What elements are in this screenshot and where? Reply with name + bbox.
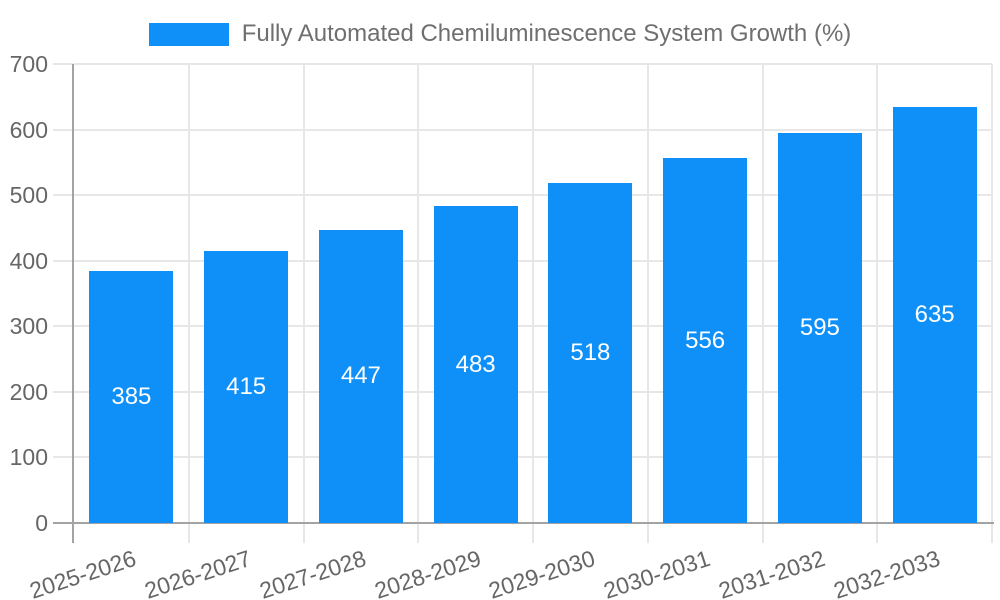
y-axis-tick-label: 200 (9, 378, 48, 405)
y-axis-tick (53, 456, 73, 459)
bar[interactable] (204, 250, 289, 523)
y-axis-tick-label: 700 (9, 51, 48, 77)
gridline-vertical (876, 64, 879, 543)
y-axis-tick (53, 390, 73, 393)
legend-swatch-icon (148, 22, 229, 46)
y-axis-tick-label: 100 (9, 444, 48, 471)
legend[interactable]: Fully Automated Chemiluminescence System… (0, 20, 1000, 48)
y-axis-tick-label: 400 (9, 247, 48, 274)
bar-value-label: 518 (570, 339, 611, 367)
bar-value-label: 595 (799, 313, 840, 341)
gridline-vertical (991, 64, 993, 543)
y-axis-line (72, 64, 74, 543)
bar[interactable] (548, 183, 633, 523)
bar[interactable] (89, 270, 174, 523)
gridline-vertical (302, 64, 305, 543)
bar[interactable] (777, 132, 862, 523)
x-axis-line (72, 522, 994, 524)
plot-area: 0 100 200 300 400 500 600 700 385 2025-2026 415 202… (10, 51, 994, 600)
bar-value-label: 415 (226, 372, 267, 400)
gridline-vertical (761, 64, 764, 543)
y-axis-tick (53, 128, 73, 131)
y-axis-tick-label: 300 (9, 313, 48, 340)
y-axis-tick (53, 325, 73, 328)
bar-value-label: 447 (340, 362, 381, 390)
gridline-vertical (417, 64, 420, 543)
y-axis-tick (53, 522, 73, 524)
y-axis-tick (53, 194, 73, 197)
bar[interactable] (433, 206, 518, 523)
bar[interactable] (663, 158, 748, 523)
y-axis-tick-label: 600 (9, 116, 48, 143)
bar-value-label: 385 (111, 382, 152, 410)
y-axis-tick-label: 500 (9, 182, 48, 209)
y-axis-tick (53, 259, 73, 262)
bar[interactable] (892, 106, 977, 523)
bar[interactable] (318, 229, 403, 523)
bar-value-label: 556 (685, 326, 726, 354)
bar-value-label: 483 (455, 350, 496, 378)
y-axis-tick-label: 0 (35, 510, 48, 536)
gridline-vertical (532, 64, 534, 543)
gridline-vertical (646, 64, 649, 543)
y-axis-tick (53, 63, 73, 65)
bar-value-label: 635 (914, 300, 955, 328)
legend-label: Fully Automated Chemiluminescence System… (241, 20, 852, 47)
gridline-vertical (187, 64, 190, 543)
